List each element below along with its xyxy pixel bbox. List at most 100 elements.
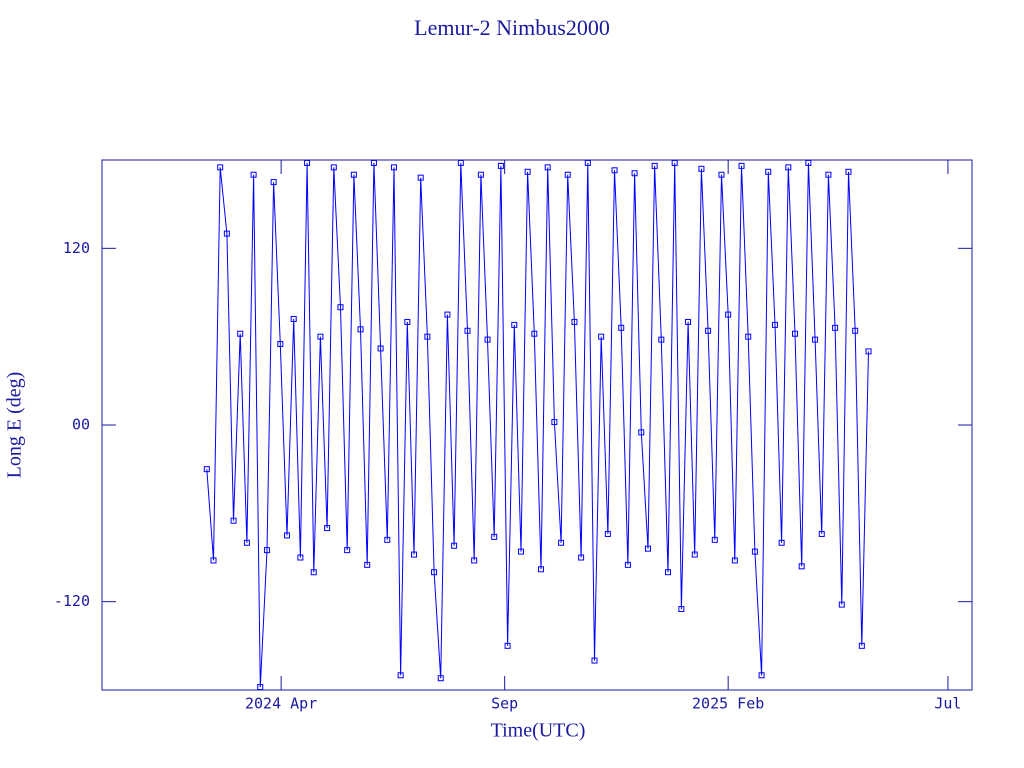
data-point	[845, 168, 852, 175]
data-point	[337, 304, 344, 311]
data-point	[497, 162, 504, 169]
y-tick-label: 00	[72, 416, 90, 434]
data-point	[544, 164, 551, 171]
data-point	[390, 164, 397, 171]
data-point	[745, 333, 752, 340]
data-point	[665, 569, 672, 576]
data-point	[798, 563, 805, 570]
data-point	[270, 179, 277, 186]
data-point	[384, 536, 391, 543]
data-point	[765, 168, 772, 175]
data-point	[598, 333, 605, 340]
data-point	[578, 554, 585, 561]
data-point	[832, 324, 839, 331]
data-point	[237, 330, 244, 337]
data-point	[731, 557, 738, 564]
data-point	[411, 551, 418, 558]
data-point	[678, 606, 685, 613]
data-point	[711, 536, 718, 543]
data-point	[644, 545, 651, 552]
data-point	[370, 159, 377, 166]
data-point	[444, 311, 451, 318]
data-line	[206, 162, 869, 688]
data-point	[250, 171, 257, 178]
data-point	[571, 318, 578, 325]
data-point	[531, 330, 538, 337]
data-point	[277, 341, 284, 348]
data-point	[631, 170, 638, 177]
data-point	[404, 318, 411, 325]
data-point	[357, 326, 364, 333]
data-point	[812, 336, 819, 343]
data-point	[584, 159, 591, 166]
data-point	[491, 533, 498, 540]
data-point	[284, 532, 291, 539]
data-point	[611, 167, 618, 174]
data-point	[651, 162, 658, 169]
data-point	[551, 419, 558, 426]
data-point	[424, 333, 431, 340]
data-point	[397, 672, 404, 679]
data-point	[511, 321, 518, 328]
data-point	[203, 466, 210, 473]
data-point	[624, 561, 631, 568]
data-point	[738, 162, 745, 169]
data-point	[223, 230, 230, 237]
y-axis-label: Long E (deg)	[4, 372, 26, 479]
chart-title: Lemur-2 Nimbus2000	[414, 15, 610, 40]
data-point	[257, 684, 264, 691]
data-point	[691, 551, 698, 558]
data-point	[685, 318, 692, 325]
data-point	[638, 429, 645, 436]
data-point	[751, 548, 758, 555]
x-tick-label: 2024 Apr	[245, 695, 317, 713]
data-point	[310, 569, 317, 576]
data-point	[457, 159, 464, 166]
data-point	[858, 642, 865, 649]
data-point	[263, 547, 270, 554]
data-point	[304, 159, 311, 166]
data-point	[437, 675, 444, 682]
x-tick-label: Sep	[491, 695, 518, 713]
data-point	[344, 547, 351, 554]
data-point	[671, 159, 678, 166]
data-point	[350, 171, 357, 178]
data-point	[364, 561, 371, 568]
data-point	[785, 164, 792, 171]
data-point	[865, 348, 872, 355]
data-point	[484, 336, 491, 343]
y-tick-label: 120	[63, 239, 90, 257]
x-tick-label: Jul	[934, 695, 961, 713]
data-point	[524, 168, 531, 175]
data-point	[618, 324, 625, 331]
data-point	[564, 171, 571, 178]
data-point	[210, 557, 217, 564]
data-point	[431, 569, 438, 576]
data-point	[725, 311, 732, 318]
data-point	[838, 601, 845, 608]
data-point	[451, 542, 458, 549]
y-tick-label: -120	[54, 592, 90, 610]
data-point	[417, 174, 424, 181]
x-tick-label: 2025 Feb	[692, 695, 764, 713]
data-point	[771, 321, 778, 328]
data-point	[217, 164, 224, 171]
data-point	[792, 330, 799, 337]
data-point	[330, 164, 337, 171]
x-axis-label: Time(UTC)	[491, 720, 586, 742]
data-point	[464, 327, 471, 334]
data-point	[538, 566, 545, 573]
data-point	[698, 165, 705, 172]
data-point	[805, 159, 812, 166]
data-point	[591, 657, 598, 664]
data-point	[377, 345, 384, 352]
data-point	[558, 539, 565, 546]
data-point	[243, 539, 250, 546]
data-point	[818, 530, 825, 537]
data-point	[778, 539, 785, 546]
data-point	[718, 171, 725, 178]
data-point	[477, 171, 484, 178]
data-point	[705, 327, 712, 334]
data-point	[317, 333, 324, 340]
